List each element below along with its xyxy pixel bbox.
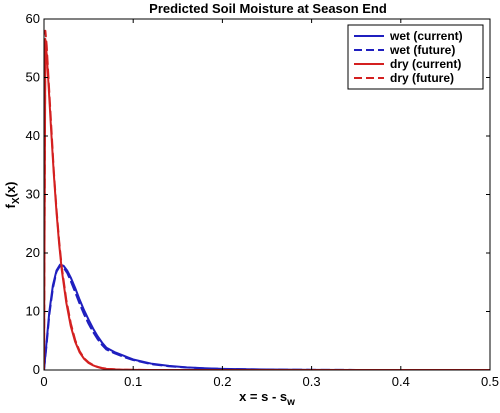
- legend-label-1: wet (current): [389, 29, 463, 43]
- x-axis-label: x = s - sw: [239, 389, 295, 408]
- x-tick-label: 0.2: [213, 374, 231, 389]
- legend-label-2: wet (future): [389, 43, 455, 57]
- legend-label-4: dry (future): [390, 71, 454, 85]
- plot-area: [43, 18, 491, 371]
- x-tick-label: 0.1: [124, 374, 142, 389]
- y-axis-label-main: f: [3, 203, 18, 208]
- x-axis-label-sub: w: [286, 397, 295, 408]
- y-tick-label: 0: [33, 362, 40, 377]
- x-tick-label: 0.3: [303, 374, 321, 389]
- legend-label-3: dry (current): [390, 57, 461, 71]
- y-axis-label: fX(x): [3, 182, 22, 209]
- y-axis-label-tail: (x): [3, 182, 18, 198]
- legend: wet (current)wet (future)dry (current)dr…: [347, 24, 484, 90]
- y-tick-label: 30: [26, 187, 40, 202]
- x-tick-label: 0.5: [481, 374, 499, 389]
- y-tick-label: 60: [26, 11, 40, 26]
- y-tick-label: 40: [26, 128, 40, 143]
- y-axis-label-sub: X: [11, 197, 22, 204]
- x-tick-label: 0.4: [392, 374, 410, 389]
- chart-title: Predicted Soil Moisture at Season End: [149, 1, 387, 16]
- x-axis-label-main: x = s - s: [239, 389, 287, 404]
- y-tick-label: 20: [26, 245, 40, 260]
- y-tick-label: 50: [26, 70, 40, 85]
- y-axis-ticks: 0 10 20 30 40 50 60: [26, 11, 490, 377]
- y-tick-label: 10: [26, 304, 40, 319]
- x-axis-ticks: 0 0.1 0.2 0.3 0.4 0.5: [40, 19, 499, 389]
- x-tick-label: 0: [40, 374, 47, 389]
